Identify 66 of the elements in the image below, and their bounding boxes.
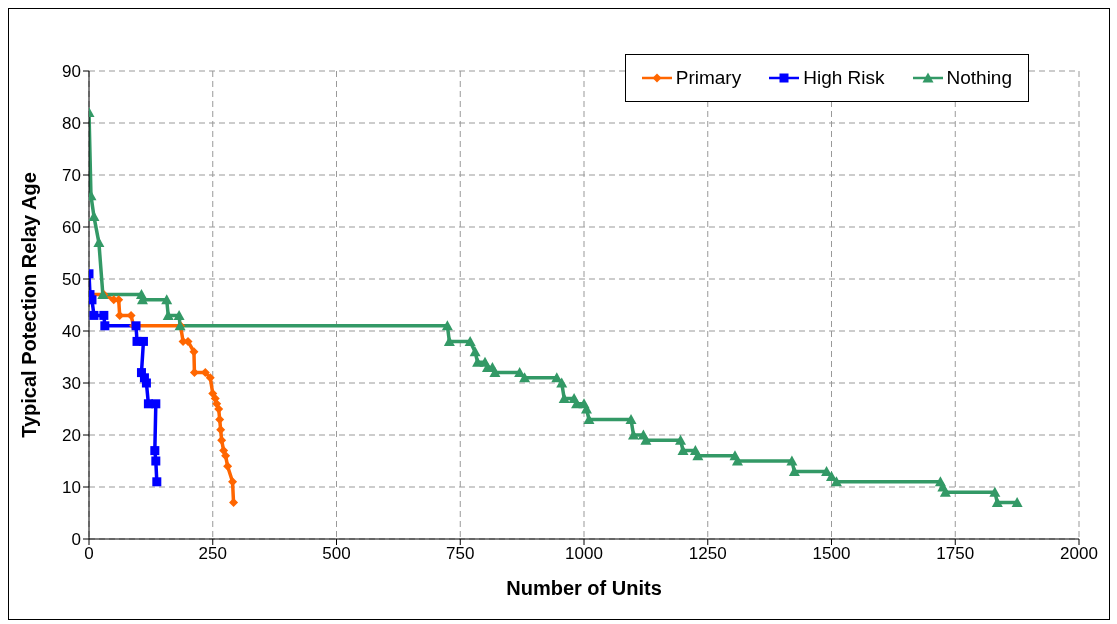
y-tick-label: 90 <box>62 62 81 82</box>
point <box>99 310 109 320</box>
legend-label: Primary <box>675 67 742 89</box>
point <box>519 372 531 383</box>
point <box>93 237 105 248</box>
point <box>152 477 162 487</box>
point <box>731 455 743 466</box>
point <box>692 450 704 461</box>
point <box>991 497 1003 508</box>
y-tick-label: 70 <box>62 166 81 186</box>
point <box>625 413 637 424</box>
point <box>489 367 501 378</box>
point <box>558 393 570 404</box>
point <box>216 425 226 435</box>
point <box>205 373 215 383</box>
x-tick-label: 750 <box>446 544 475 564</box>
point <box>675 434 687 445</box>
point <box>214 404 224 414</box>
point <box>100 321 110 331</box>
point <box>989 486 1001 497</box>
x-tick-label: 2000 <box>1060 544 1098 564</box>
y-tick-label: 10 <box>62 478 81 498</box>
point <box>208 388 218 398</box>
y-tick-label: 40 <box>62 322 81 342</box>
x-tick-label: 500 <box>322 544 351 564</box>
point <box>161 294 173 305</box>
point <box>189 368 199 378</box>
x-tick-label: 1250 <box>688 544 727 564</box>
point <box>628 429 639 440</box>
legend-label: Nothing <box>946 67 1012 89</box>
point <box>677 445 689 456</box>
x-tick-label: 1500 <box>812 544 851 564</box>
point <box>441 320 453 331</box>
legend-label: High Risk <box>803 67 885 89</box>
x-tick-label: 0 <box>84 544 94 564</box>
y-tick-label: 60 <box>62 218 81 238</box>
point <box>150 446 160 456</box>
point <box>173 309 185 320</box>
point <box>786 455 798 466</box>
point <box>580 403 592 414</box>
point <box>223 461 233 471</box>
point <box>221 451 231 461</box>
point <box>89 310 99 320</box>
point <box>640 434 652 445</box>
point <box>469 346 481 357</box>
point <box>151 456 161 466</box>
point <box>138 336 148 346</box>
point <box>556 377 568 388</box>
point <box>151 399 161 409</box>
x-tick-label: 1000 <box>565 544 603 564</box>
x-tick-label: 1750 <box>936 544 975 564</box>
point <box>89 295 97 305</box>
point <box>830 476 842 487</box>
y-axis-title: Typical Potection Relay Age <box>18 172 41 438</box>
y-tick-label: 50 <box>62 270 81 290</box>
point <box>141 378 151 388</box>
y-tick-label: 30 <box>62 374 81 394</box>
x-axis-title: Number of Units <box>506 577 662 599</box>
y-tick-label: 0 <box>71 530 81 550</box>
point <box>464 335 476 346</box>
point <box>229 498 239 508</box>
y-tick-label: 20 <box>62 426 81 446</box>
point <box>1011 497 1023 508</box>
y-tick-label: 80 <box>62 114 81 134</box>
point <box>583 413 595 424</box>
x-tick-label: 250 <box>198 544 227 564</box>
